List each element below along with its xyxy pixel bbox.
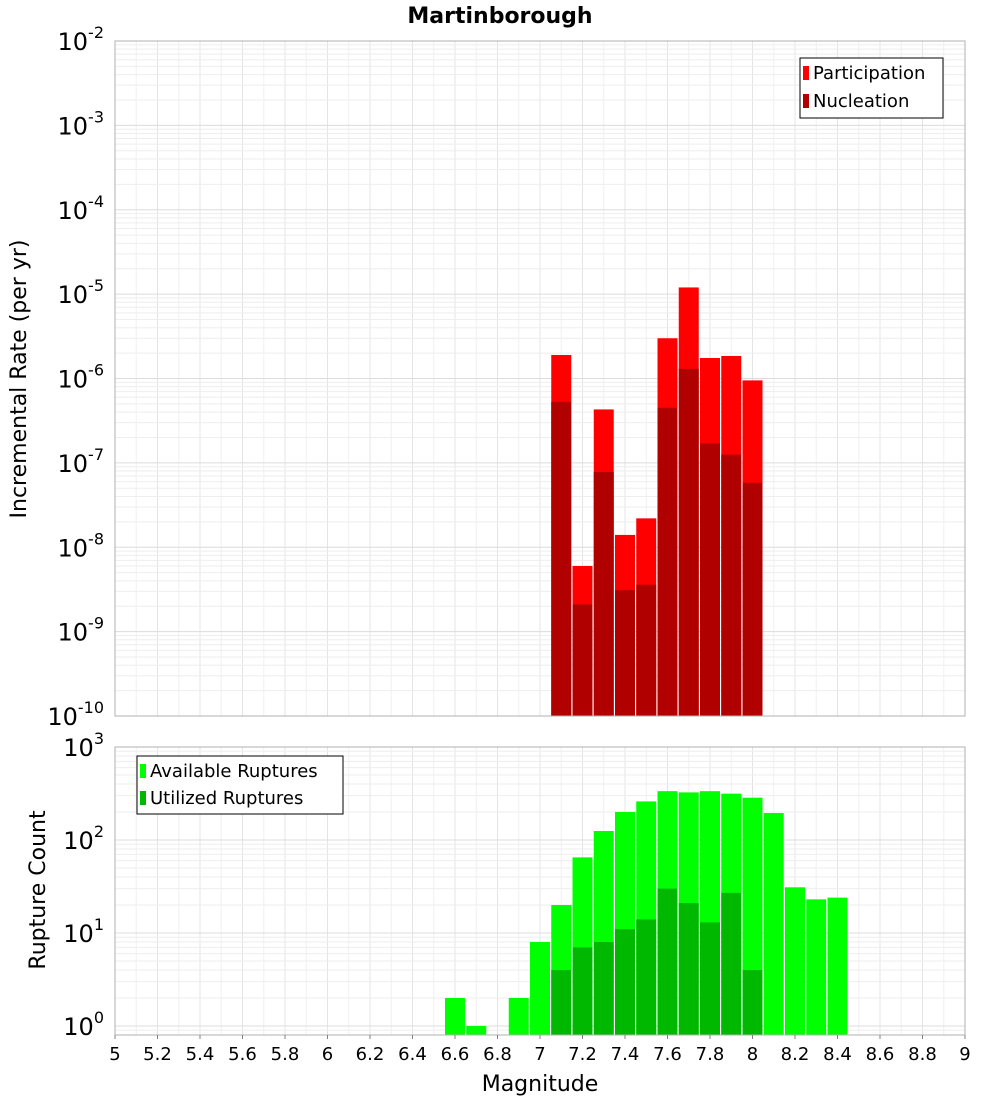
bottom-bar-available-ruptures (763, 813, 784, 1035)
bottom-legend: Available Ruptures Utilized Ruptures (136, 755, 344, 815)
top-bar-nucleation (636, 584, 657, 716)
x-tick-label: 7.8 (696, 1044, 725, 1065)
top-y-tick-label: 10-9 (58, 614, 105, 647)
top-bar-nucleation (700, 443, 720, 716)
bottom-bar-utilized-ruptures (700, 922, 720, 1035)
top-y-tick-label: 10-2 (58, 23, 105, 56)
top-y-tick-exponent: -2 (88, 23, 104, 42)
bottom-y-tick-label: 102 (63, 822, 104, 855)
bottom-bar-available-ruptures (785, 887, 805, 1035)
top-y-tick-label: 10-6 (58, 361, 105, 394)
bottom-y-tick-label: 103 (63, 729, 104, 762)
x-tick-label: 5.4 (186, 1044, 215, 1065)
bottom-bar-utilized-ruptures (551, 969, 572, 1035)
x-tick-label: 6.4 (398, 1044, 427, 1065)
top-bar-nucleation (742, 482, 763, 716)
legend-label-nucleation: Nucleation (813, 91, 909, 112)
top-y-tick-exponent: -8 (88, 529, 104, 548)
top-legend: Participation Nucleation (799, 57, 944, 119)
x-tick-label: 6 (322, 1044, 333, 1065)
bottom-bar-available-ruptures (466, 1025, 487, 1035)
bottom-bar-utilized-ruptures (742, 969, 763, 1035)
top-y-tick-label: 10-4 (58, 192, 105, 225)
x-tick-label: 8.8 (908, 1044, 937, 1065)
bottom-bar-utilized-ruptures (636, 919, 657, 1035)
top-y-tick-exponent: -7 (88, 445, 104, 464)
bottom-bar-utilized-ruptures (593, 942, 614, 1035)
legend-label-utilized: Utilized Ruptures (150, 788, 303, 809)
x-tick-label: 7.6 (653, 1044, 682, 1065)
top-bar-nucleation (657, 407, 678, 716)
top-bar-nucleation (551, 401, 572, 716)
x-tick-label: 7.4 (611, 1044, 640, 1065)
top-y-tick-exponent: -3 (88, 107, 104, 126)
bottom-y-tick-exponent: 0 (94, 1008, 104, 1027)
bottom-bar-available-ruptures (806, 899, 827, 1035)
bottom-bar-available-ruptures (530, 942, 550, 1035)
bottom-y-tick-label: 101 (63, 915, 104, 948)
x-tick-label: 8.4 (823, 1044, 852, 1065)
chart-title: Martinborough (407, 4, 592, 29)
top-y-tick-exponent: -6 (88, 361, 104, 380)
top-y-tick-exponent: -5 (88, 276, 104, 295)
bottom-bar-utilized-ruptures (615, 929, 635, 1035)
x-tick-label: 6.8 (483, 1044, 512, 1065)
top-bar-nucleation (678, 368, 699, 716)
x-tick-label: 5 (109, 1044, 120, 1065)
top-y-tick-exponent: -10 (78, 698, 104, 717)
legend-label-available: Available Ruptures (150, 761, 318, 782)
bottom-bar-utilized-ruptures (721, 892, 742, 1035)
top-y-tick-label: 10-7 (58, 445, 105, 478)
x-tick-label: 7.2 (568, 1044, 597, 1065)
legend-swatch-nucleation (803, 94, 809, 108)
legend-swatch-available (140, 764, 146, 778)
top-y-tick-exponent: -4 (88, 192, 104, 211)
bottom-bar-available-ruptures (508, 997, 529, 1035)
bottom-y-axis-label: Rupture Count (26, 810, 51, 970)
x-tick-label: 8 (747, 1044, 758, 1065)
top-y-tick-label: 10-10 (47, 698, 104, 731)
x-tick-label: 5.8 (271, 1044, 300, 1065)
x-tick-label: 8.2 (781, 1044, 810, 1065)
x-tick-label: 6.6 (441, 1044, 470, 1065)
x-tick-label: 9 (959, 1044, 970, 1065)
x-tick-label: 8.6 (866, 1044, 895, 1065)
x-tick-labels: 5 5.2 5.4 5.6 5.8 6 6.2 6.4 6.6 6.8 7 7.2 7.4 7.6 7.8 8… (109, 1035, 971, 1065)
bottom-y-tick-exponent: 2 (94, 822, 104, 841)
bottom-bar-available-ruptures (445, 997, 465, 1035)
bottom-legend-box (136, 755, 344, 815)
top-plot-border (114, 40, 966, 717)
top-y-tick-label: 10-5 (58, 276, 105, 309)
top-bar-nucleation (593, 471, 614, 716)
bottom-y-tick-label: 100 (63, 1008, 104, 1041)
bottom-bar-utilized-ruptures (678, 903, 699, 1035)
bottom-bar-utilized-ruptures (572, 947, 593, 1035)
legend-swatch-utilized (140, 791, 146, 805)
x-tick-label: 5.2 (143, 1044, 172, 1065)
top-y-axis-label: Incremental Rate (per yr) (7, 240, 32, 519)
bottom-bar-utilized-ruptures (657, 888, 678, 1035)
legend-label-participation: Participation (813, 63, 925, 84)
top-legend-box (799, 57, 944, 119)
x-tick-label: 7 (534, 1044, 545, 1065)
bottom-y-tick-exponent: 1 (94, 915, 104, 934)
top-y-tick-exponent: -9 (88, 614, 104, 633)
top-y-tick-label: 10-8 (58, 529, 105, 562)
top-bar-nucleation (721, 454, 742, 716)
x-tick-label: 6.2 (356, 1044, 385, 1065)
top-plot: 10-2 10-3 10-4 10-5 10-6 10-7 10-8 10-9 10-10 (47, 23, 966, 731)
x-tick-label: 5.6 (228, 1044, 257, 1065)
top-bar-nucleation (615, 590, 635, 716)
bottom-y-tick-exponent: 3 (94, 729, 104, 748)
x-axis-label: Magnitude (482, 1072, 599, 1097)
bottom-bar-available-ruptures (827, 897, 848, 1035)
legend-swatch-participation (803, 66, 809, 80)
top-y-tick-label: 10-3 (58, 107, 105, 140)
top-bar-nucleation (572, 604, 593, 716)
